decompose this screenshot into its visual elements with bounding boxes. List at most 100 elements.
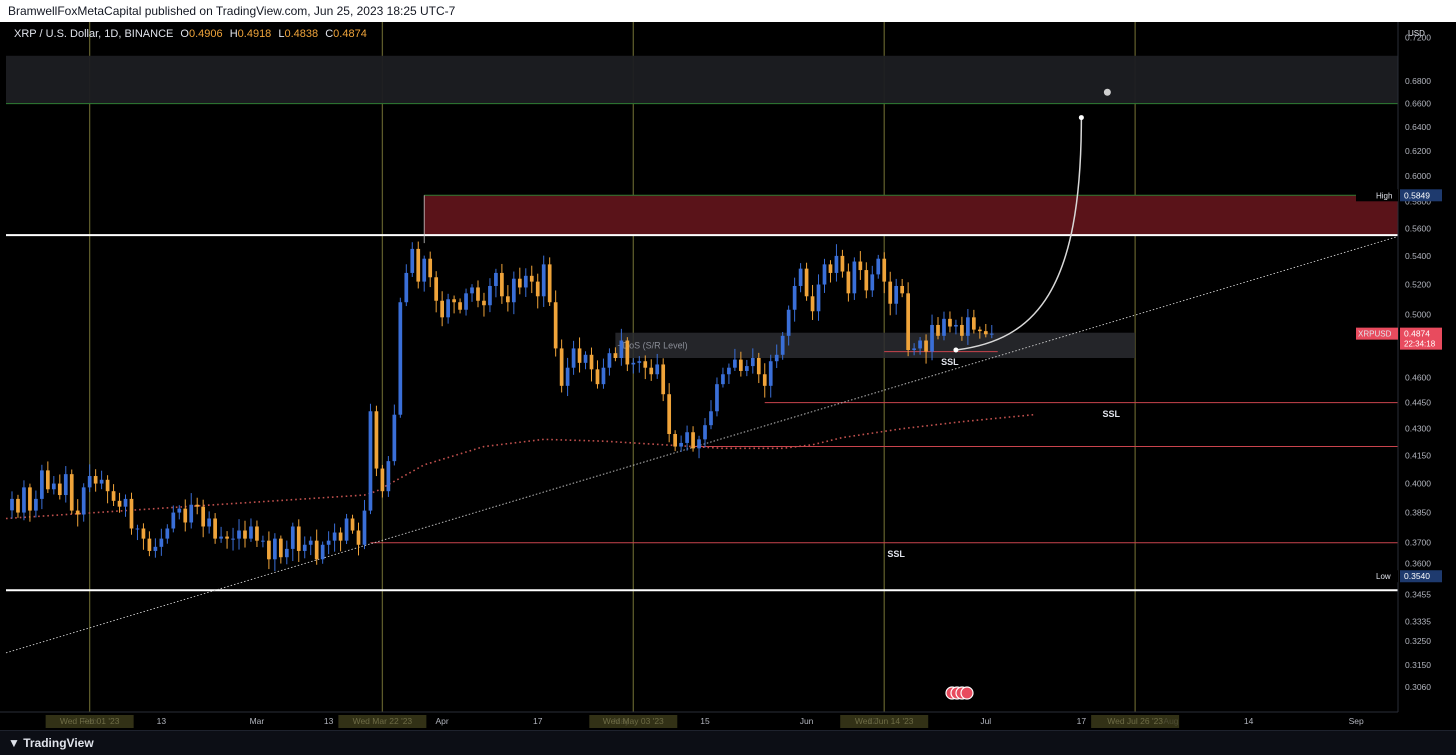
y-tick-18: 0.3700 xyxy=(1405,538,1431,548)
price-axis-panel xyxy=(1398,22,1456,730)
candle-20 xyxy=(129,498,134,529)
candle-75 xyxy=(458,302,462,310)
candle-48 xyxy=(296,526,301,551)
highlight-date-label-4: Wed Jul 26 '23 xyxy=(1107,716,1163,726)
candle-53 xyxy=(326,540,331,545)
candle-29 xyxy=(183,508,188,523)
candle-129 xyxy=(780,335,785,355)
legend-open-label: O xyxy=(180,28,189,40)
legend-close-label: C xyxy=(325,28,334,40)
candle-35 xyxy=(219,536,223,539)
candle-57 xyxy=(350,518,355,531)
ssl-label-1: SSL xyxy=(1102,409,1120,419)
candle-116 xyxy=(703,425,707,440)
candle-147 xyxy=(888,281,893,304)
badge-label-bg-2 xyxy=(1356,327,1398,340)
badge-value-bg-1 xyxy=(1400,570,1442,583)
y-tick-14: 0.4300 xyxy=(1405,424,1431,434)
badge-value-bg-0 xyxy=(1400,189,1442,202)
candle-43 xyxy=(267,540,271,560)
candle-141 xyxy=(852,261,857,294)
target-zone xyxy=(6,55,1398,104)
legend-open-value: 0.4906 xyxy=(188,28,223,40)
candle-91 xyxy=(553,302,558,349)
projection-curve xyxy=(955,117,1083,351)
y-tick-17: 0.3850 xyxy=(1405,508,1431,518)
candle-112 xyxy=(679,442,683,447)
candle-101 xyxy=(613,353,618,358)
candle-56 xyxy=(344,518,349,541)
legend-close-value: 0.4874 xyxy=(333,28,367,40)
candle-104 xyxy=(631,362,636,365)
candle-37 xyxy=(231,538,235,540)
candle-47 xyxy=(290,526,295,549)
candle-113 xyxy=(685,432,689,443)
candle-39 xyxy=(243,530,247,539)
x-tick-13: 14 xyxy=(1244,716,1254,726)
badge-value-1: 0.3540 xyxy=(1404,571,1430,581)
y-tick-3: 0.6400 xyxy=(1405,122,1431,132)
y-tick-23: 0.3150 xyxy=(1405,660,1431,670)
candle-128 xyxy=(774,354,779,362)
candle-135 xyxy=(816,284,821,312)
candle-118 xyxy=(715,384,719,412)
candle-11 xyxy=(75,510,80,515)
highlight-date-label-1: Wed Mar 22 '23 xyxy=(353,716,413,726)
candle-134 xyxy=(810,296,815,312)
candle-19 xyxy=(123,498,128,507)
candle-138 xyxy=(834,255,839,273)
badge-value-2: 0.4874 xyxy=(1404,329,1430,339)
candle-144 xyxy=(870,274,875,291)
candle-130 xyxy=(786,309,791,336)
highlight-date-label-0: Wed Feb 01 '23 xyxy=(60,716,120,726)
y-tick-12: 0.4600 xyxy=(1405,373,1431,383)
candle-103 xyxy=(625,340,630,365)
candle-139 xyxy=(840,255,845,272)
x-tick-10: Jul xyxy=(980,716,991,726)
x-tick-3: 13 xyxy=(324,716,334,726)
publisher-text: BramwellFoxMetaCapital published on Trad… xyxy=(8,4,456,18)
candle-12 xyxy=(81,487,86,515)
candle-24 xyxy=(153,546,158,551)
y-tick-19: 0.3600 xyxy=(1405,558,1431,568)
badge-label-2: XRPUSD xyxy=(1358,330,1392,339)
candle-98 xyxy=(595,369,600,385)
candle-73 xyxy=(446,299,450,318)
y-tick-10: 0.5000 xyxy=(1405,309,1431,319)
candle-41 xyxy=(255,526,259,541)
candle-97 xyxy=(589,354,594,370)
candle-61 xyxy=(374,411,379,469)
candle-162 xyxy=(977,329,982,332)
candle-14 xyxy=(93,476,98,484)
x-tick-14: Sep xyxy=(1349,716,1364,726)
candle-136 xyxy=(822,264,827,285)
candle-99 xyxy=(601,367,606,385)
y-tick-16: 0.4000 xyxy=(1405,479,1431,489)
highlight-date-bg-2 xyxy=(589,715,678,728)
tradingview-logo[interactable]: ▼ TradingView xyxy=(8,736,94,750)
candle-65 xyxy=(398,302,403,415)
candle-32 xyxy=(201,506,206,527)
candle-64 xyxy=(392,414,397,462)
publisher-bar: BramwellFoxMetaCapital published on Trad… xyxy=(0,0,1456,22)
x-tick-2: Mar xyxy=(250,716,265,726)
legend-symbol: XRP / U.S. Dollar, 1D, BINANCE xyxy=(14,28,174,40)
candle-161 xyxy=(972,317,976,330)
candle-151 xyxy=(912,348,916,351)
candle-36 xyxy=(225,536,229,539)
candle-155 xyxy=(936,324,940,336)
candle-137 xyxy=(828,264,833,273)
candle-28 xyxy=(177,508,182,513)
candle-68 xyxy=(416,248,421,282)
economic-event-icon-3 xyxy=(960,686,974,700)
candle-3 xyxy=(28,487,32,511)
candle-143 xyxy=(864,270,869,291)
alert-clock-icon xyxy=(1103,88,1111,96)
candle-52 xyxy=(320,544,325,560)
badge-value-0: 0.5849 xyxy=(1404,190,1430,200)
candle-74 xyxy=(452,299,456,303)
badge-label-0: High xyxy=(1376,191,1392,200)
currency-label: USD xyxy=(1408,29,1425,38)
candle-153 xyxy=(924,340,928,352)
